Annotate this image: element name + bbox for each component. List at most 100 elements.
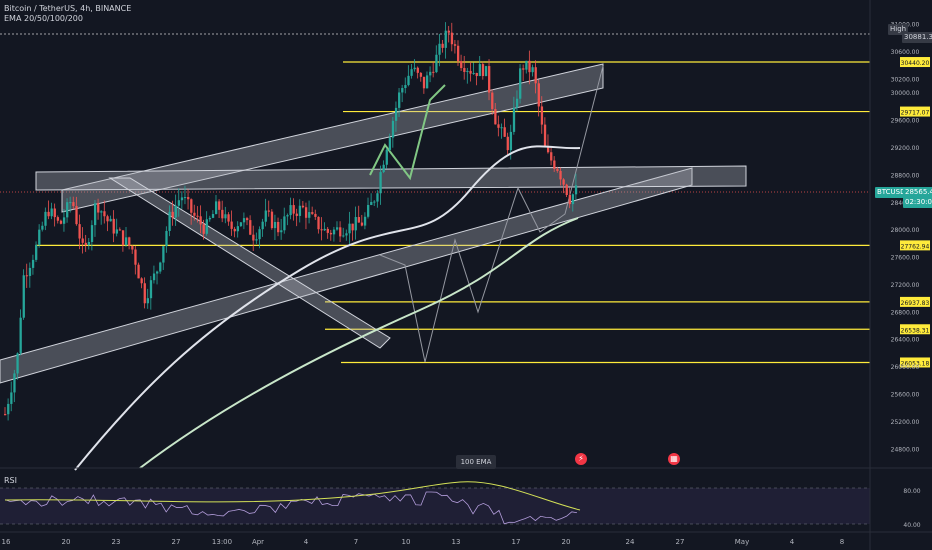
candle-body xyxy=(230,221,233,229)
candle-body xyxy=(407,75,410,86)
price-tick-label: 26400.00 xyxy=(891,337,920,344)
candle-body xyxy=(342,235,345,237)
ema-100-line xyxy=(74,145,581,471)
candle-body xyxy=(450,32,454,45)
candle-body xyxy=(553,160,556,169)
candle-body xyxy=(196,215,199,217)
price-tick-label: 26000.00 xyxy=(891,364,920,371)
candle-body xyxy=(202,224,205,234)
candle-body xyxy=(16,353,19,374)
candle-body xyxy=(246,218,249,221)
candle-body xyxy=(233,228,236,232)
candle-body xyxy=(484,66,488,77)
time-tick-label: May xyxy=(735,538,749,546)
symbol-title[interactable]: Bitcoin / TetherUS, 4h, BINANCE xyxy=(4,4,132,13)
level-tag-label: 26937.83 xyxy=(901,300,930,307)
candle-body xyxy=(121,230,125,246)
candle-body xyxy=(171,211,174,218)
candle-body xyxy=(472,72,475,74)
time-tick-label: 10 xyxy=(402,538,411,546)
lower-channel xyxy=(0,167,693,384)
candle-body xyxy=(363,216,367,226)
candle-body xyxy=(351,223,354,231)
candle-body xyxy=(466,70,469,72)
high-label: High xyxy=(888,24,909,35)
candle-body xyxy=(242,218,246,223)
time-tick-label: 7 xyxy=(354,538,358,546)
candle-body xyxy=(78,224,81,239)
time-tick-label: 27 xyxy=(676,538,685,546)
upper-channel xyxy=(61,63,604,213)
candle-body xyxy=(559,170,562,180)
rsi-line xyxy=(4,491,578,525)
candle-body xyxy=(270,211,274,229)
candle-body xyxy=(429,71,432,76)
candle-body xyxy=(500,127,503,129)
lightning-icon[interactable]: ⚡ xyxy=(575,453,587,465)
candle-body xyxy=(497,124,500,128)
time-tick-label: 27 xyxy=(172,538,181,546)
candle-body xyxy=(382,164,385,173)
candle-body xyxy=(93,203,97,226)
candle-body xyxy=(432,71,435,73)
candle-body xyxy=(143,283,146,304)
level-tag xyxy=(900,324,930,335)
candle-body xyxy=(401,88,404,93)
candle-body xyxy=(90,225,94,242)
candle-body xyxy=(277,221,280,233)
candle-body xyxy=(503,127,506,137)
rsi-tick-label: 40.00 xyxy=(903,522,920,529)
candle-body xyxy=(298,205,302,216)
candle-body xyxy=(115,229,118,234)
level-tag xyxy=(900,357,930,368)
candle-body xyxy=(292,205,295,214)
time-tick-label: 17 xyxy=(512,538,521,546)
candle-body xyxy=(214,201,218,215)
price-tick-label: 27600.00 xyxy=(891,255,920,262)
candle-body xyxy=(183,197,187,199)
time-tick-label: 24 xyxy=(626,538,635,546)
candle-body xyxy=(31,259,35,268)
candle-body xyxy=(311,212,314,214)
candle-body xyxy=(187,197,190,200)
candle-body xyxy=(258,229,261,240)
candle-body xyxy=(81,238,84,243)
candle-body xyxy=(227,214,230,222)
candle-body xyxy=(571,194,575,205)
candle-body xyxy=(320,229,323,231)
ema-100-tag[interactable]: 100 EMA xyxy=(456,455,496,469)
candle-body xyxy=(103,211,106,217)
time-tick-label: 13 xyxy=(452,538,461,546)
candle-body xyxy=(394,107,398,121)
candle-body xyxy=(59,220,63,224)
candle-body xyxy=(131,245,134,250)
rsi-band xyxy=(0,488,870,524)
candle-body xyxy=(478,64,482,77)
candle-body xyxy=(152,273,156,281)
candle-body xyxy=(506,136,509,151)
candle-body xyxy=(491,92,494,110)
rsi-tick-label: 80.00 xyxy=(903,488,920,495)
candle-body xyxy=(25,275,29,277)
candle-body xyxy=(140,278,143,284)
candle-body xyxy=(308,212,311,218)
candle-body xyxy=(360,222,364,226)
candle-body xyxy=(416,67,419,73)
candle-body xyxy=(404,85,407,89)
indicator-title[interactable]: EMA 20/50/100/200 xyxy=(4,14,83,23)
price-tick-label: 28000.00 xyxy=(891,227,920,234)
rsi-label[interactable]: RSI xyxy=(4,476,17,485)
price-tick-label: 29600.00 xyxy=(891,118,920,125)
candle-body xyxy=(221,209,224,219)
candle-body xyxy=(280,230,283,233)
calendar-flag-icon[interactable]: ▦ xyxy=(668,453,680,465)
candle-body xyxy=(165,230,168,247)
candle-body xyxy=(125,237,128,246)
candle-body xyxy=(180,197,184,201)
candle-body xyxy=(419,72,423,77)
candle-body xyxy=(509,131,513,151)
candle-body xyxy=(249,220,252,235)
candle-body xyxy=(134,249,137,265)
